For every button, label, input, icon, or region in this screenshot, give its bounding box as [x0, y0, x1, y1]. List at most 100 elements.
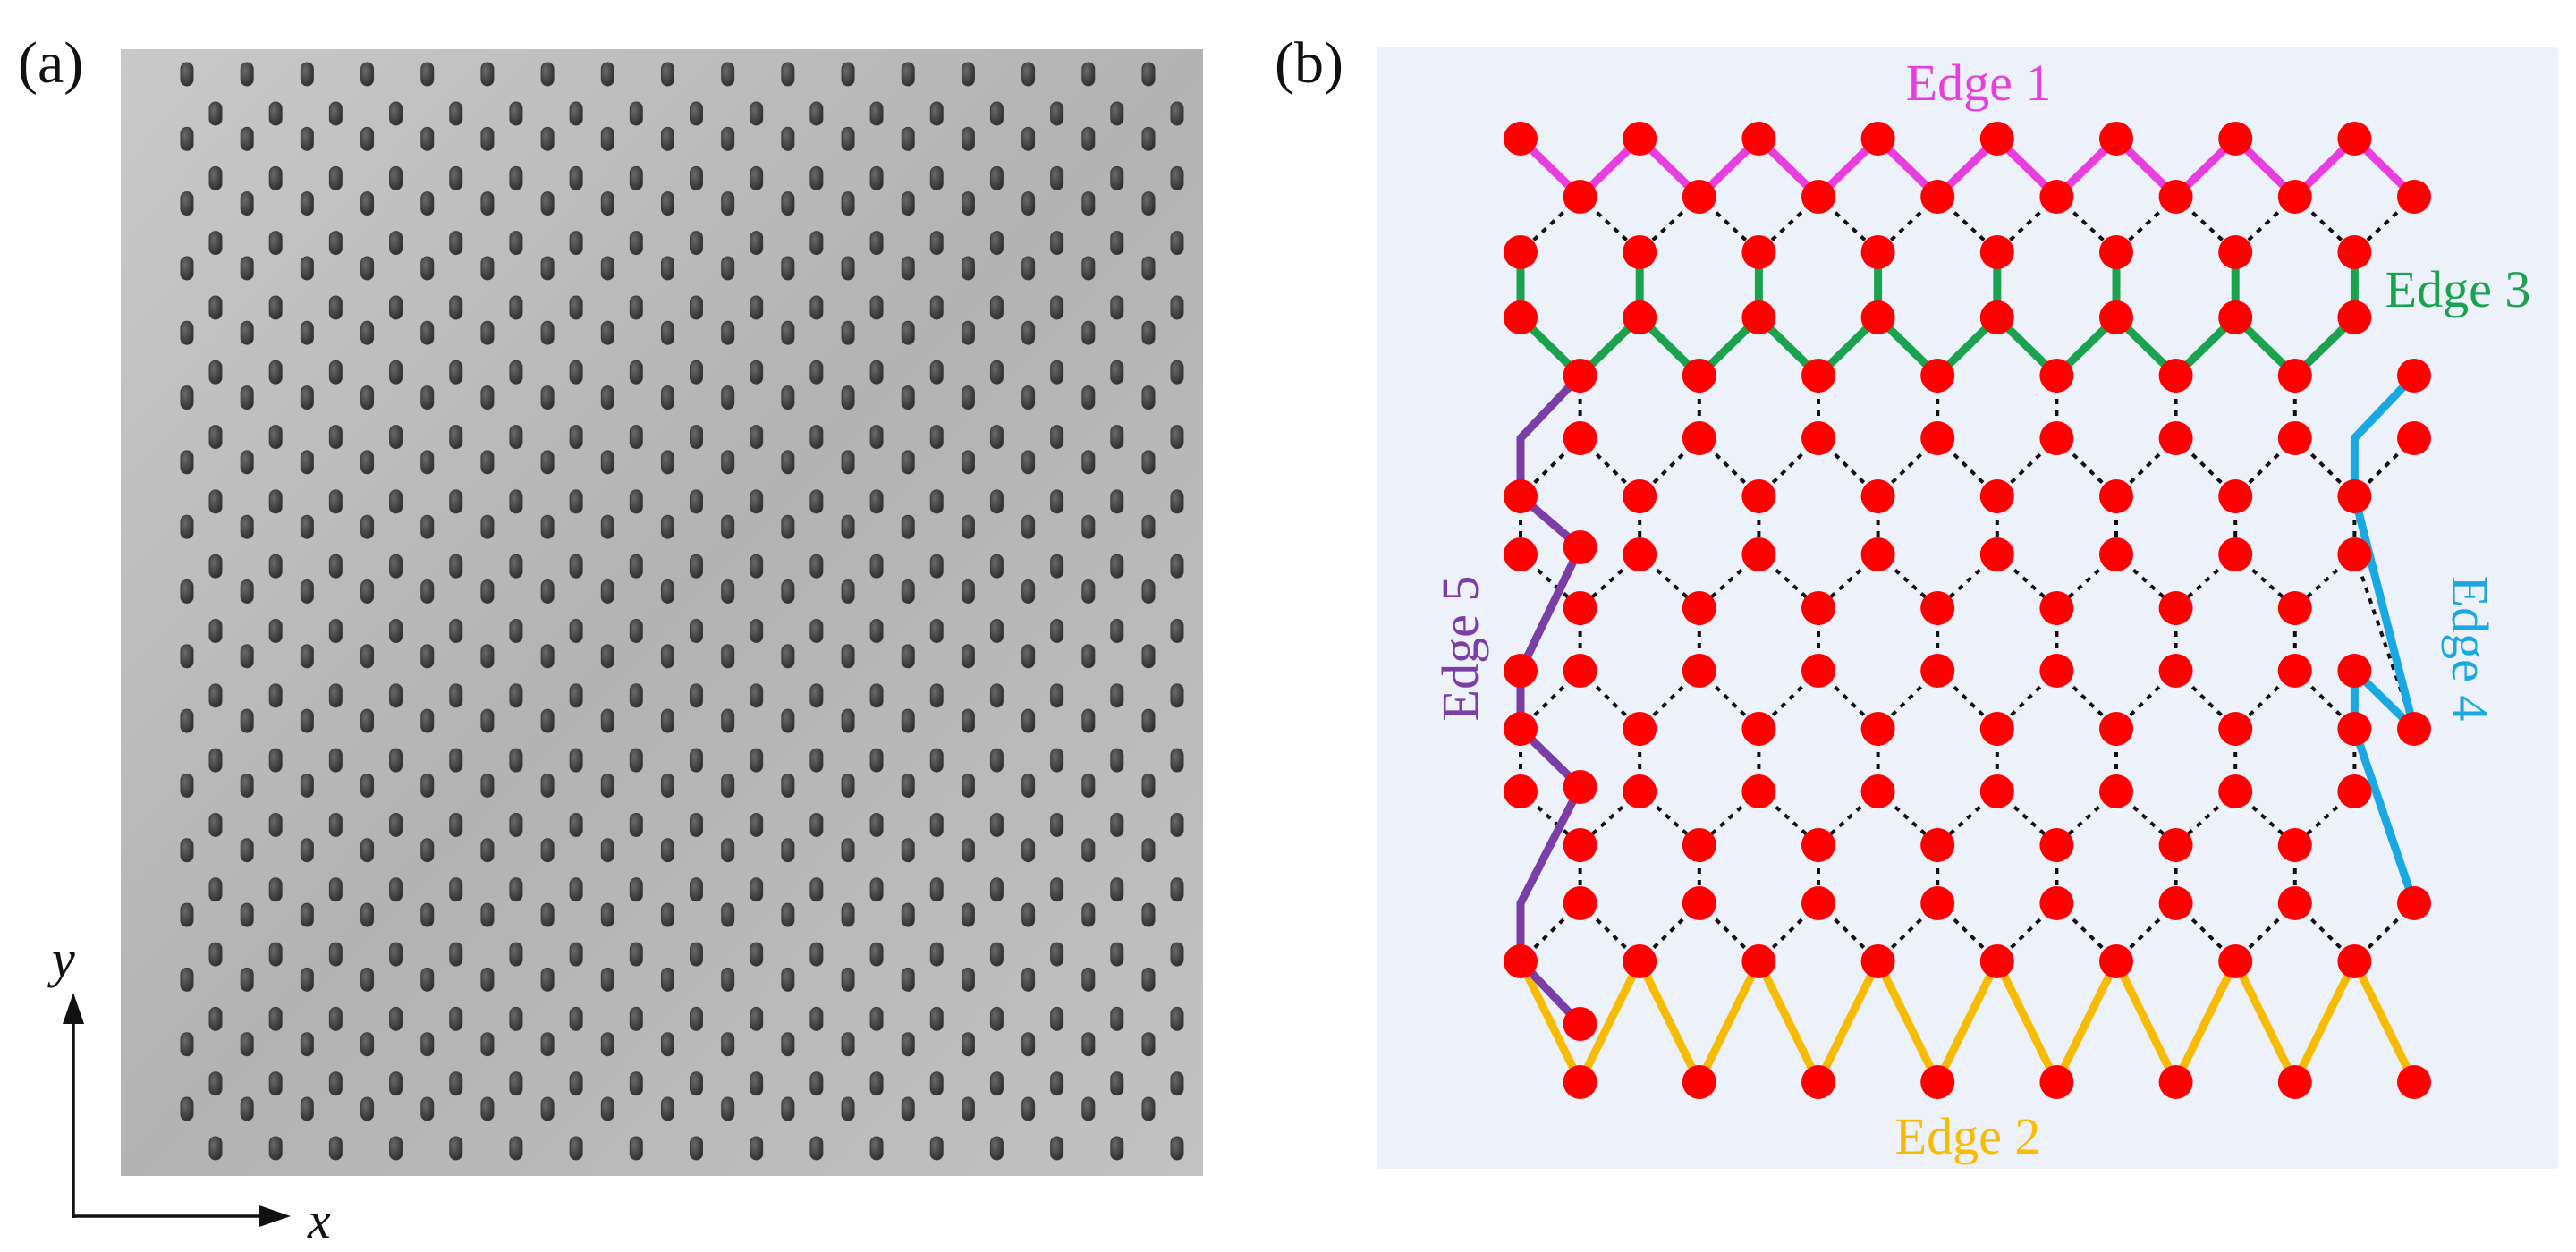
pillar	[420, 514, 435, 539]
pillar	[841, 773, 855, 798]
lattice-node	[2099, 479, 2133, 513]
pillar	[1021, 1032, 1036, 1057]
pillar	[869, 165, 884, 190]
pillar	[180, 450, 194, 475]
pillar	[1170, 1071, 1184, 1096]
lattice-node	[1623, 479, 1657, 513]
pillar	[569, 619, 583, 643]
pillar	[1050, 295, 1064, 320]
pillar	[841, 644, 855, 669]
pillar	[961, 256, 975, 281]
pillar	[1050, 425, 1064, 450]
pillar	[629, 360, 643, 385]
pillar	[1081, 256, 1096, 281]
pillar	[208, 360, 223, 385]
pillar	[841, 126, 855, 151]
lattice-nodes	[1504, 122, 2431, 1099]
pillar	[929, 554, 944, 579]
pillar	[989, 165, 1004, 190]
lattice-node	[2218, 712, 2253, 746]
edge-2-segment	[1576, 957, 1644, 1087]
pillar	[300, 1032, 314, 1057]
pillar	[901, 514, 915, 539]
pillar	[389, 1136, 403, 1161]
pillar	[961, 773, 975, 798]
pillar	[1170, 165, 1184, 190]
pillar	[509, 1006, 523, 1031]
pillar	[420, 126, 435, 151]
pillar	[1170, 1136, 1184, 1161]
pillar	[1050, 877, 1064, 902]
edge-2-label: Edge 2	[1895, 1107, 2041, 1165]
lattice-node	[2158, 359, 2193, 393]
pillar	[569, 165, 583, 190]
lattice-node	[1801, 828, 1835, 862]
lattice-node	[2277, 828, 2312, 862]
pillar	[420, 773, 435, 798]
lattice-node	[2039, 886, 2074, 920]
pillar	[629, 101, 643, 126]
pillar	[420, 256, 435, 281]
pillar	[629, 619, 643, 643]
pillar	[480, 385, 495, 410]
pillar	[750, 295, 764, 320]
panel-a: (a) y x	[18, 30, 1203, 1249]
edge-2-segment	[1695, 957, 1763, 1087]
lattice-node	[1682, 421, 1716, 455]
edge-5-segment	[1516, 782, 1585, 908]
pillar	[841, 967, 855, 992]
pillar	[480, 838, 495, 863]
pillar	[841, 708, 855, 733]
lattice-node	[1682, 359, 1716, 393]
pillar	[600, 967, 614, 992]
pillar	[690, 619, 703, 643]
pillar	[929, 165, 944, 190]
pillar	[1141, 1096, 1156, 1121]
pillar	[1050, 683, 1064, 708]
lattice-node	[2397, 180, 2431, 214]
lattice-node	[1682, 654, 1716, 688]
sample-photo	[121, 49, 1203, 1176]
pillar	[208, 748, 223, 773]
pillar	[929, 1071, 944, 1096]
lattice-node	[1623, 122, 1657, 156]
pillar	[750, 1136, 764, 1161]
pillar	[240, 902, 254, 927]
pillar	[240, 191, 254, 216]
pillar	[328, 942, 343, 967]
pillar	[328, 683, 343, 708]
lattice-node	[2099, 774, 2133, 808]
pillar	[661, 967, 674, 992]
pillar	[360, 320, 375, 345]
pillar	[389, 942, 403, 967]
lattice-node	[2277, 654, 2312, 688]
pillar	[929, 101, 944, 126]
pillar	[389, 295, 403, 320]
pillar	[480, 514, 495, 539]
pillar	[180, 579, 194, 604]
pillar	[629, 489, 643, 514]
lattice-node	[1504, 537, 1538, 571]
pillar	[1081, 644, 1096, 669]
pillar	[480, 708, 495, 733]
lattice-node	[2277, 1065, 2312, 1099]
pillar	[268, 1006, 283, 1031]
pillar	[781, 126, 795, 151]
pillar	[328, 425, 343, 450]
pillar	[809, 619, 824, 643]
edge-2-segment	[2231, 957, 2300, 1087]
lattice-node	[1682, 828, 1716, 862]
pillar	[781, 708, 795, 733]
edge-2-segment	[2052, 957, 2121, 1087]
pillar	[268, 812, 283, 837]
pillar	[540, 191, 555, 216]
pillar	[929, 748, 944, 773]
lattice-node	[1563, 828, 1597, 862]
pillar	[540, 320, 555, 345]
lattice-node	[1563, 654, 1597, 688]
pillar	[961, 385, 975, 410]
pillar	[509, 360, 523, 385]
lattice-node	[1563, 886, 1597, 920]
pillar	[328, 1071, 343, 1096]
pillar	[449, 489, 463, 514]
